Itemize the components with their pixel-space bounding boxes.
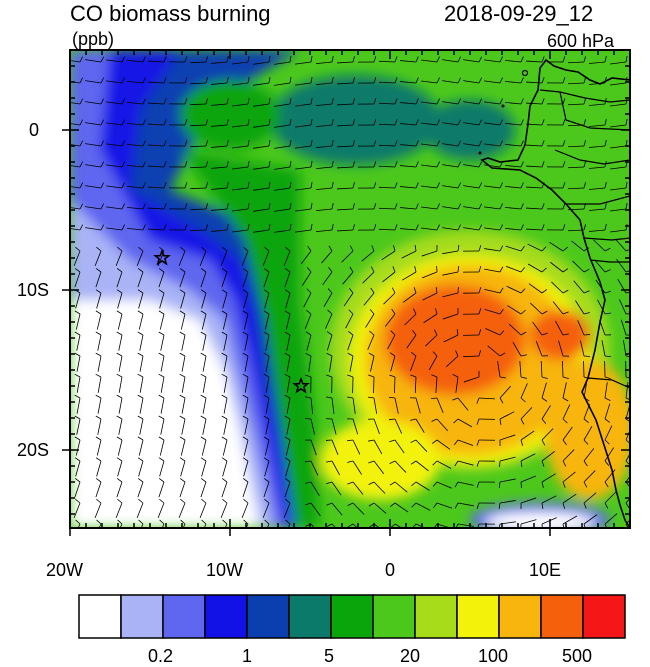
colorbar-box bbox=[540, 594, 584, 639]
lat-label-20s: 20S bbox=[17, 440, 50, 460]
colorbar-label-500: 500 bbox=[562, 646, 593, 666]
colorbar-label-100: 100 bbox=[478, 646, 509, 666]
lon-label-20w: 20W bbox=[46, 560, 84, 580]
map-title: CO biomass burning bbox=[70, 1, 271, 26]
colorbar-box bbox=[162, 594, 206, 639]
colorbar-box bbox=[246, 594, 290, 639]
star-marker-south bbox=[292, 376, 310, 394]
colorbar-label-5: 5 bbox=[324, 646, 335, 666]
lon-label-0: 0 bbox=[385, 560, 396, 580]
colorbar-box bbox=[330, 594, 374, 639]
colorbar bbox=[78, 594, 626, 639]
colorbar-box bbox=[204, 594, 248, 639]
units-label: (ppb) bbox=[72, 29, 115, 49]
colorbar-box bbox=[120, 594, 164, 639]
lat-label-0: 0 bbox=[29, 120, 40, 140]
lat-label-10s: 10S bbox=[17, 280, 50, 300]
colorbar-label-0.2: 0.2 bbox=[148, 646, 174, 666]
colorbar-label-1: 1 bbox=[242, 646, 253, 666]
star-marker-north bbox=[153, 248, 171, 266]
colorbar-box bbox=[78, 594, 122, 639]
colorbar-box bbox=[456, 594, 500, 639]
lon-label-10w: 10W bbox=[206, 560, 244, 580]
colorbar-box bbox=[414, 594, 458, 639]
co-concentration-field bbox=[70, 50, 630, 528]
map-datetime: 2018-09-29_12 bbox=[444, 1, 594, 26]
colorbar-box bbox=[498, 594, 542, 639]
colorbar-box bbox=[288, 594, 332, 639]
colorbar-label-20: 20 bbox=[400, 646, 421, 666]
lon-label-10e: 10E bbox=[529, 560, 562, 580]
plot-frame bbox=[69, 49, 631, 529]
colorbar-box bbox=[372, 594, 416, 639]
pressure-level-label: 600 hPa bbox=[547, 31, 615, 51]
colorbar-box bbox=[582, 594, 626, 639]
